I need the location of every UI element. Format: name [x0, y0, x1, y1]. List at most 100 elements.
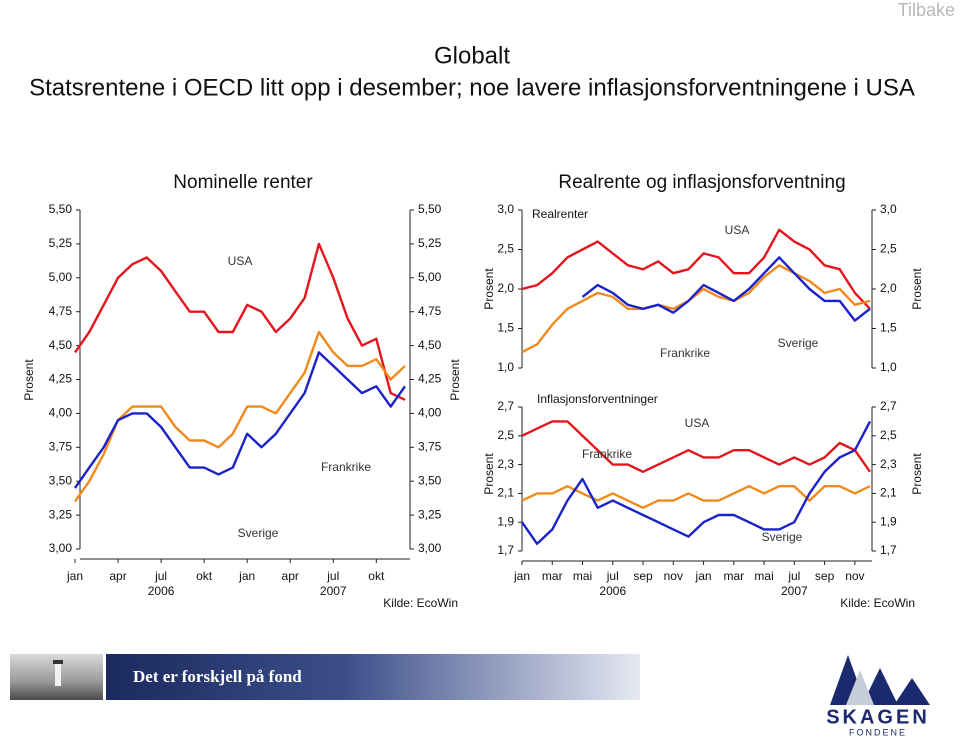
- y-tick-label: 3,50: [49, 473, 73, 487]
- series-label: Frankrike: [321, 460, 371, 474]
- y-tick-label: 2,5: [497, 242, 514, 256]
- y-tick-label: 2,0: [880, 281, 897, 295]
- panel-title: Inflasjonsforventninger: [537, 392, 658, 406]
- y-tick-label: 3,75: [418, 439, 442, 453]
- series-label: USA: [228, 254, 253, 268]
- chart-title: Nominelle renter: [173, 172, 313, 193]
- y-tick-label: 2,5: [880, 428, 897, 442]
- series-label: Sverige: [238, 526, 279, 540]
- x-tick-label: apr: [282, 569, 299, 583]
- y-tick-label: 2,3: [880, 457, 897, 471]
- y-tick-label: 4,50: [418, 338, 442, 352]
- series-label: Sverige: [778, 336, 819, 350]
- y-axis-label: Prosent: [482, 268, 496, 310]
- y-tick-label: 1,5: [497, 321, 514, 335]
- series-line: [581, 256, 871, 322]
- source-note: Kilde: EcoWin: [840, 596, 915, 610]
- x-tick-label: jan: [513, 569, 530, 583]
- y-tick-label: 2,1: [497, 486, 514, 500]
- y-tick-label: 4,25: [49, 372, 73, 386]
- logo-mark: [830, 655, 930, 705]
- y-tick-label: 4,75: [418, 304, 442, 318]
- x-year-label: 2006: [599, 584, 626, 598]
- y-tick-label: 2,7: [497, 399, 514, 413]
- y-tick-label: 1,0: [497, 360, 514, 374]
- y-axis-label: Prosent: [910, 268, 924, 310]
- series-label: USA: [685, 416, 710, 430]
- y-tick-label: 4,25: [418, 372, 442, 386]
- page-header: Globalt: [434, 42, 510, 69]
- source-note: Kilde: EcoWin: [383, 596, 458, 610]
- series-label: USA: [725, 223, 750, 237]
- x-year-label: 2007: [320, 584, 347, 598]
- series-line: [521, 420, 872, 545]
- y-tick-label: 2,5: [880, 242, 897, 256]
- y-tick-label: 5,50: [418, 202, 442, 216]
- y-tick-label: 5,00: [418, 270, 442, 284]
- y-axis-label: Prosent: [448, 359, 462, 401]
- banner-text: Det er forskjell på fond: [133, 667, 302, 686]
- x-year-label: 2006: [148, 584, 175, 598]
- series-label: Frankrike: [660, 346, 710, 360]
- x-tick-label: okt: [368, 569, 385, 583]
- y-tick-label: 5,25: [49, 236, 73, 250]
- panel-title: Realrenter: [532, 207, 588, 221]
- y-tick-label: 1,9: [880, 514, 897, 528]
- y-tick-label: 3,25: [49, 507, 73, 521]
- series-label: Frankrike: [582, 447, 632, 461]
- y-tick-label: 3,50: [418, 473, 442, 487]
- y-tick-label: 1,9: [497, 514, 514, 528]
- y-axis-label: Prosent: [482, 453, 496, 495]
- y-tick-label: 2,3: [497, 457, 514, 471]
- series-line: [74, 351, 406, 489]
- y-axis-label: Prosent: [910, 453, 924, 495]
- series-line: [521, 420, 871, 473]
- x-tick-label: jul: [154, 569, 167, 583]
- series-line: [74, 330, 406, 503]
- x-tick-label: jan: [66, 569, 83, 583]
- x-tick-label: apr: [109, 569, 126, 583]
- x-tick-label: jul: [787, 569, 800, 583]
- y-tick-label: 4,00: [418, 406, 442, 420]
- x-tick-label: mar: [542, 569, 563, 583]
- chart-title: Realrente og inflasjonsforventning: [558, 172, 845, 193]
- logo-text: SKAGEN: [826, 706, 930, 728]
- y-tick-label: 2,7: [880, 399, 897, 413]
- y-tick-label: 4,50: [49, 338, 73, 352]
- logo-subtext: FONDENE: [849, 727, 907, 737]
- y-tick-label: 3,75: [49, 439, 73, 453]
- x-tick-label: jan: [695, 569, 712, 583]
- x-tick-label: mar: [723, 569, 744, 583]
- series-line: [521, 228, 871, 310]
- x-tick-label: sep: [633, 569, 653, 583]
- y-tick-label: 1,7: [497, 543, 514, 557]
- x-tick-label: jul: [326, 569, 339, 583]
- series-label: Sverige: [762, 530, 803, 544]
- x-tick-label: nov: [664, 569, 683, 583]
- y-tick-label: 1,7: [880, 543, 897, 557]
- y-tick-label: 5,50: [49, 202, 73, 216]
- y-tick-label: 2,1: [880, 486, 897, 500]
- banner: [106, 654, 640, 700]
- back-button[interactable]: Tilbake: [898, 0, 955, 20]
- y-tick-label: 5,25: [418, 236, 442, 250]
- x-tick-label: jan: [238, 569, 255, 583]
- series-line: [74, 242, 406, 401]
- y-tick-label: 3,00: [418, 541, 442, 555]
- y-tick-label: 4,75: [49, 304, 73, 318]
- x-tick-label: mai: [754, 569, 773, 583]
- series-line: [521, 264, 871, 354]
- y-tick-label: 3,0: [497, 202, 514, 216]
- y-tick-label: 1,5: [880, 321, 897, 335]
- y-tick-label: 2,5: [497, 428, 514, 442]
- lighthouse-top: [53, 660, 63, 664]
- y-tick-label: 3,0: [880, 202, 897, 216]
- y-tick-label: 3,00: [49, 541, 73, 555]
- x-year-label: 2007: [781, 584, 808, 598]
- x-tick-label: nov: [845, 569, 864, 583]
- series-line: [521, 485, 871, 509]
- x-tick-label: mai: [573, 569, 592, 583]
- x-tick-label: jul: [606, 569, 619, 583]
- y-tick-label: 1,0: [880, 360, 897, 374]
